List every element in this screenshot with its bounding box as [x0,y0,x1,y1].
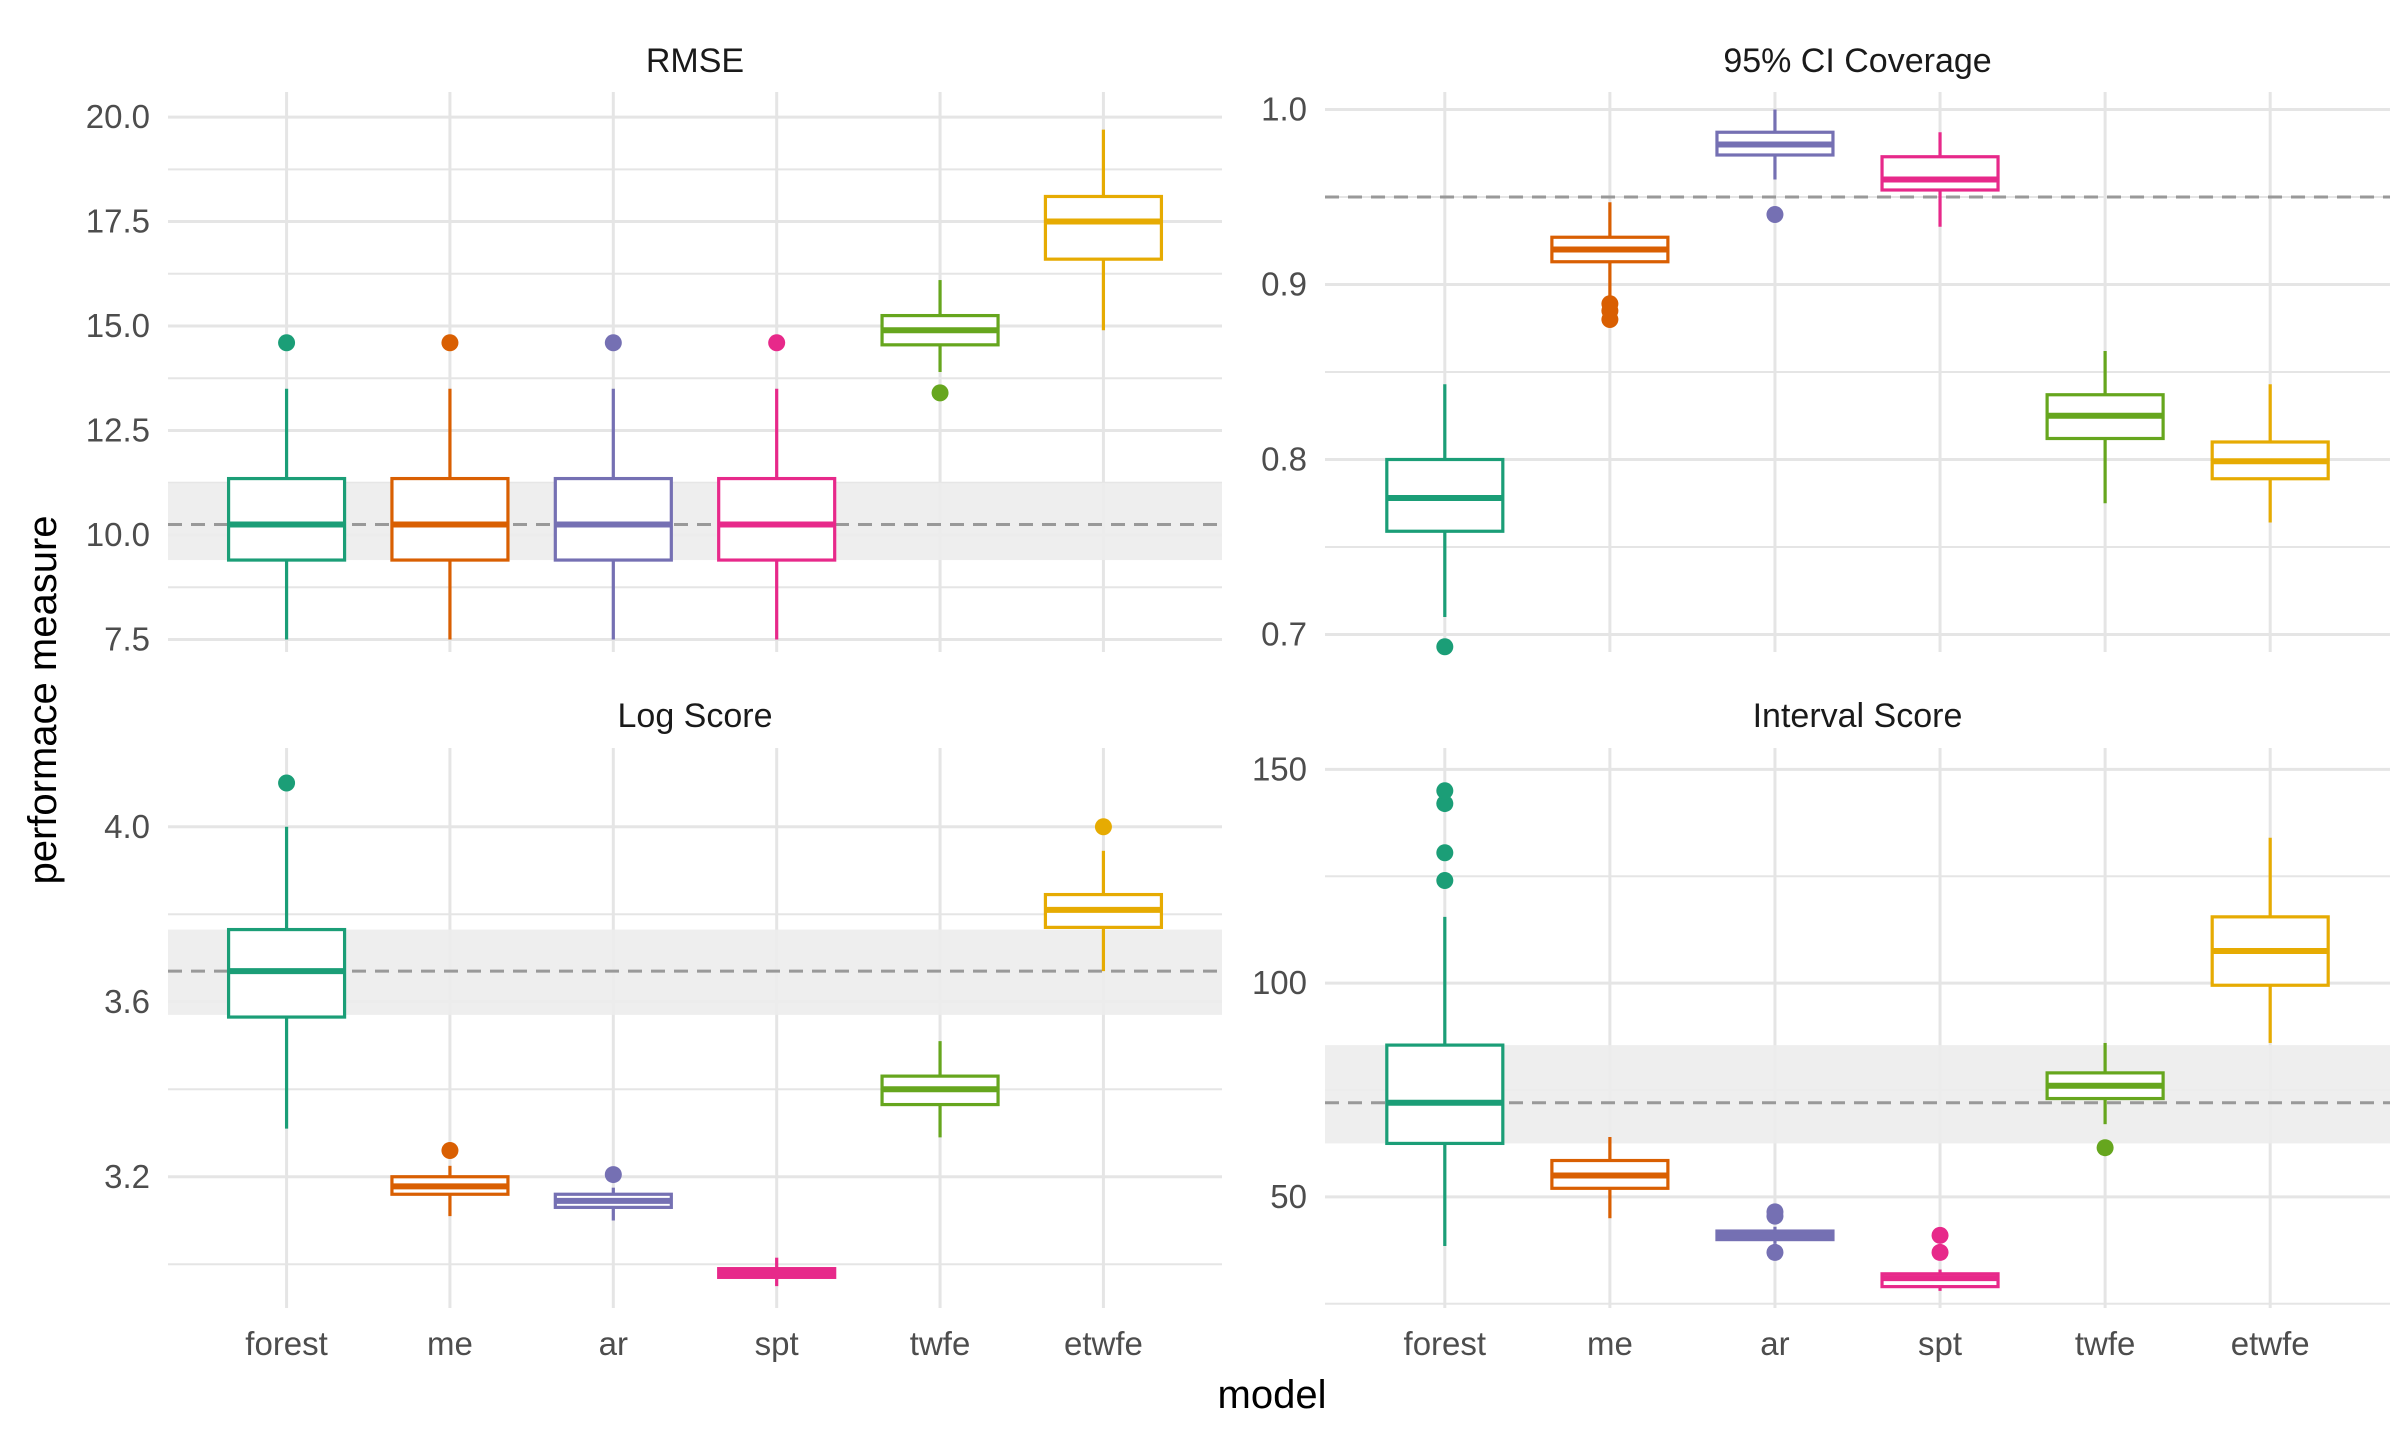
outlier-point [1094,818,1112,836]
box-me [1550,202,1670,328]
box-body [717,476,837,562]
panel-title: 95% CI Coverage [1723,42,1991,80]
outlier-point [1436,844,1454,862]
box-spt [1880,1226,2000,1291]
y-tick-label: 1.0 [1261,91,1307,128]
box-ar [1715,1203,1835,1261]
box-forest [226,774,347,1129]
box-me [1550,1137,1670,1219]
x-axis-title: model [1218,1373,1327,1417]
outlier-point [1601,311,1619,328]
y-tick-label: 0.7 [1261,616,1307,653]
x-tick-label: me [427,1325,473,1362]
y-tick-label: 3.6 [104,983,150,1020]
box-spt [717,1257,837,1287]
x-tick-label: ar [1760,1325,1789,1362]
y-tick-label: 0.9 [1261,266,1307,303]
outlier-point [278,774,296,792]
panel-title: Log Score [618,697,773,735]
y-tick-label: 20.0 [86,98,150,135]
x-tick-label: spt [1918,1325,1962,1362]
box-twfe [880,1041,1000,1138]
panels-layer: 7.5 10.0 12.5 15.0 17.5 20.0 RMSE 0.7 0.8 0.9 1.0 9… [86,42,2390,1362]
x-tick-label: twfe [2075,1325,2136,1362]
outlier-point [1436,638,1454,656]
outlier-point [1436,872,1454,890]
box-spt [717,334,837,640]
outlier-point [1931,1243,1949,1261]
box-body [390,476,510,562]
box-forest [226,334,347,640]
panel-2: 3.2 3.6 4.0 Log Score forest me ar spt twfe etwfe [104,697,1222,1362]
outlier-point [931,384,949,402]
box-ar [553,1166,673,1221]
box-forest [1385,384,1505,656]
outlier-point [604,1166,622,1184]
box-twfe [880,280,1000,402]
outlier-point [1766,1243,1784,1261]
outlier-point [1931,1226,1949,1244]
outlier-point [1436,782,1454,800]
box-twfe [2045,1042,2165,1157]
y-tick-label: 10.0 [86,516,150,553]
y-tick-label: 3.2 [104,1158,150,1195]
panel-title: RMSE [646,42,744,80]
panel-1: 0.7 0.8 0.9 1.0 95% CI Coverage [1261,42,2390,656]
box-ar [553,334,673,640]
y-tick-label: 100 [1252,964,1307,1001]
box-etwfe [2210,837,2330,1043]
outlier-point [1766,1203,1784,1221]
box-me [390,334,510,640]
y-tick-label: 12.5 [86,412,150,449]
x-tick-label: me [1587,1325,1633,1362]
outlier-point [604,334,622,352]
x-tick-label: etwfe [1064,1325,1143,1362]
x-tick-label: twfe [910,1325,971,1362]
outlier-point [2096,1139,2114,1157]
y-tick-label: 50 [1270,1178,1307,1215]
box-body [1385,1043,1505,1146]
box-ar [1715,109,1835,223]
y-tick-label: 15.0 [86,307,150,344]
box-twfe [2045,351,2165,504]
x-tick-label: etwfe [2231,1325,2310,1362]
box-me [390,1142,510,1217]
outlier-point [768,334,786,352]
box-etwfe [1043,129,1164,331]
box-forest [1385,782,1505,1247]
y-tick-label: 0.8 [1261,441,1307,478]
x-tick-label: ar [599,1325,628,1362]
box-body [1043,194,1164,261]
outlier-point [441,334,459,352]
panel-0: 7.5 10.0 12.5 15.0 17.5 20.0 RMSE [86,42,1222,657]
panel-title: Interval Score [1753,697,1963,735]
x-tick-label: forest [1404,1325,1487,1362]
outlier-point [278,334,296,352]
x-tick-label: forest [245,1325,328,1362]
box-body [226,476,347,562]
box-spt [1880,132,2000,227]
box-body [1880,155,2000,192]
box-etwfe [2210,384,2330,523]
y-tick-label: 17.5 [86,203,150,240]
box-body [553,476,673,562]
y-tick-label: 150 [1252,750,1307,787]
outlier-point [1436,795,1454,813]
y-tick-label: 7.5 [104,620,150,657]
box-etwfe [1043,818,1164,972]
outlier-point [441,1142,459,1159]
outlier-point [1766,206,1784,223]
x-tick-label: spt [755,1325,799,1362]
panel-3: 50 100 150 Interval Score forest me ar spt twfe e… [1252,697,2390,1362]
y-axis-title: performace measure [21,515,65,884]
y-tick-label: 4.0 [104,808,150,845]
